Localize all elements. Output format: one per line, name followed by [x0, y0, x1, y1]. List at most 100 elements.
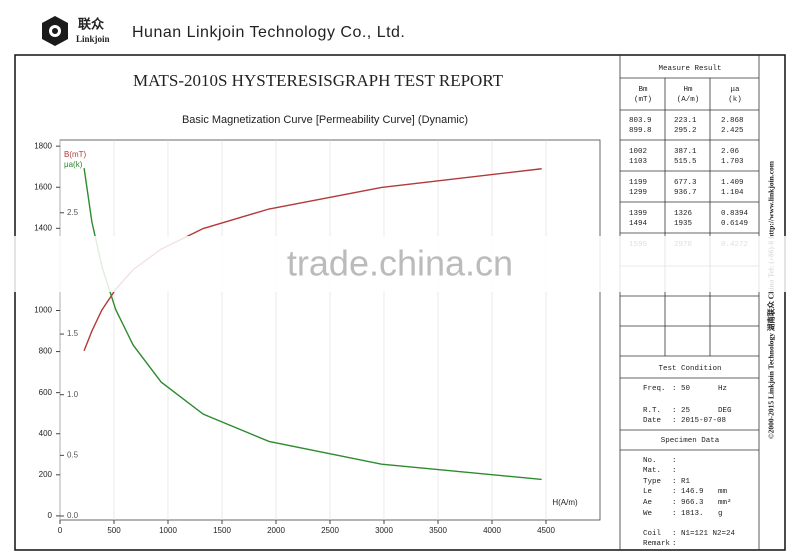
column-name: Bm	[638, 86, 648, 94]
table-cell: 515.5	[674, 158, 697, 166]
x-tick-label: 3000	[375, 526, 393, 535]
x-tick-label: 500	[107, 526, 121, 535]
table-cell: 2.868	[721, 117, 744, 125]
column-unit: (mT)	[634, 96, 652, 104]
y2-tick-label: 1.0	[67, 390, 79, 399]
table-cell: 223.1	[674, 117, 697, 125]
logo-en: Linkjoin	[76, 34, 110, 44]
field: 1813.	[681, 510, 704, 518]
company: Hunan Linkjoin Technology Co., Ltd.	[132, 24, 405, 41]
x-tick-label: 4000	[483, 526, 501, 535]
y-tick-label: 1400	[34, 223, 52, 232]
field: :	[672, 478, 677, 486]
table-cell: 1299	[629, 189, 647, 197]
table-cell: 0.6149	[721, 220, 748, 228]
table-cell: 899.8	[629, 127, 652, 135]
field: No.	[643, 457, 657, 465]
logo	[42, 16, 68, 46]
table-cell: 677.3	[674, 179, 697, 187]
table-cell: 2.06	[721, 148, 740, 156]
field: 50	[681, 385, 691, 393]
field: Remark	[643, 540, 671, 548]
table-cell: 1.104	[721, 189, 744, 197]
x-tick-label: 0	[58, 526, 63, 535]
field: Le	[643, 488, 652, 496]
side-text: ©2000-2015 Linkjoin Technology 湖南联众 Chin…	[766, 160, 776, 439]
table-cell: 1494	[629, 220, 648, 228]
field: We	[643, 510, 652, 518]
table-cell: 1.409	[721, 179, 744, 187]
x-tick-label: 1000	[159, 526, 177, 535]
table-cell: 803.9	[629, 117, 652, 125]
table-title: Measure Result	[658, 65, 721, 73]
table-cell: 2.425	[721, 127, 744, 135]
table-cell: 1326	[674, 210, 693, 218]
table-cell: 0.8394	[721, 210, 749, 218]
field: :	[672, 457, 677, 465]
column-name: Hm	[683, 86, 693, 94]
column-unit: (A/m)	[677, 96, 700, 104]
y2-tick-label: 0.5	[67, 450, 79, 459]
field: mm²	[718, 498, 732, 507]
series-line	[83, 168, 542, 481]
y-tick-label: 200	[39, 470, 53, 479]
x-tick-label: 1500	[213, 526, 231, 535]
frame	[14, 54, 786, 551]
x-tick-label: 3500	[429, 526, 447, 535]
field: :	[672, 385, 677, 393]
watermark-band	[0, 236, 800, 292]
table-cell: 387.1	[674, 148, 697, 156]
y-tick-label: 800	[39, 347, 53, 356]
legend-label: μa(k)	[64, 160, 83, 169]
table-cell: 1935	[674, 220, 693, 228]
field: Hz	[718, 385, 727, 393]
field: :	[672, 499, 677, 507]
column-name: μa	[730, 86, 740, 94]
table-cell: 936.7	[674, 189, 697, 197]
field: :	[672, 510, 677, 518]
column-unit: (k)	[728, 96, 742, 104]
field: Type	[643, 478, 661, 486]
y-tick-label: 600	[39, 388, 53, 397]
field: Date	[643, 417, 661, 425]
field: :	[672, 417, 677, 425]
field: mm	[718, 488, 728, 496]
x-tick-label: 2000	[267, 526, 285, 535]
section-title: Specimen Data	[661, 437, 720, 445]
y2-tick-label: 2.5	[67, 208, 79, 217]
field: Coil	[643, 530, 662, 538]
watermark: trade.china.cn	[287, 243, 513, 284]
field: N1=121 N2=24	[681, 530, 736, 538]
x-axis-label: H(A/m)	[552, 498, 578, 507]
y-tick-label: 1600	[34, 182, 52, 191]
field: :	[672, 467, 677, 475]
chart-title: Basic Magnetization Curve [Permeability …	[182, 114, 468, 126]
report-title: MATS-2010S HYSTERESISGRAPH TEST REPORT	[133, 71, 504, 90]
field: 146.9	[681, 488, 704, 496]
field: :	[672, 530, 677, 538]
field: DEG	[718, 407, 732, 415]
table-cell: 1399	[629, 210, 647, 218]
table-cell: 1002	[629, 148, 647, 156]
field: 2015-07-08	[681, 417, 726, 425]
y-tick-label: 0	[48, 511, 53, 520]
y-tick-label: 400	[39, 429, 53, 438]
x-tick-label: 2500	[321, 526, 339, 535]
field: 966.3	[681, 499, 704, 507]
field: Mat.	[643, 467, 661, 475]
field: Freq.	[643, 385, 666, 393]
x-tick-label: 4500	[537, 526, 555, 535]
table-cell: 295.2	[674, 127, 697, 135]
field: :	[672, 488, 677, 496]
table-cell: 1.703	[721, 158, 744, 166]
legend-label: B(mT)	[64, 150, 87, 159]
field: R.T.	[643, 407, 661, 415]
field: 25	[681, 407, 691, 415]
field: g	[718, 510, 723, 518]
y2-tick-label: 0.0	[67, 511, 79, 520]
field: :	[672, 407, 677, 415]
y-tick-label: 1000	[34, 306, 52, 315]
y2-tick-label: 1.5	[67, 329, 79, 338]
table-cell: 1199	[629, 179, 647, 187]
